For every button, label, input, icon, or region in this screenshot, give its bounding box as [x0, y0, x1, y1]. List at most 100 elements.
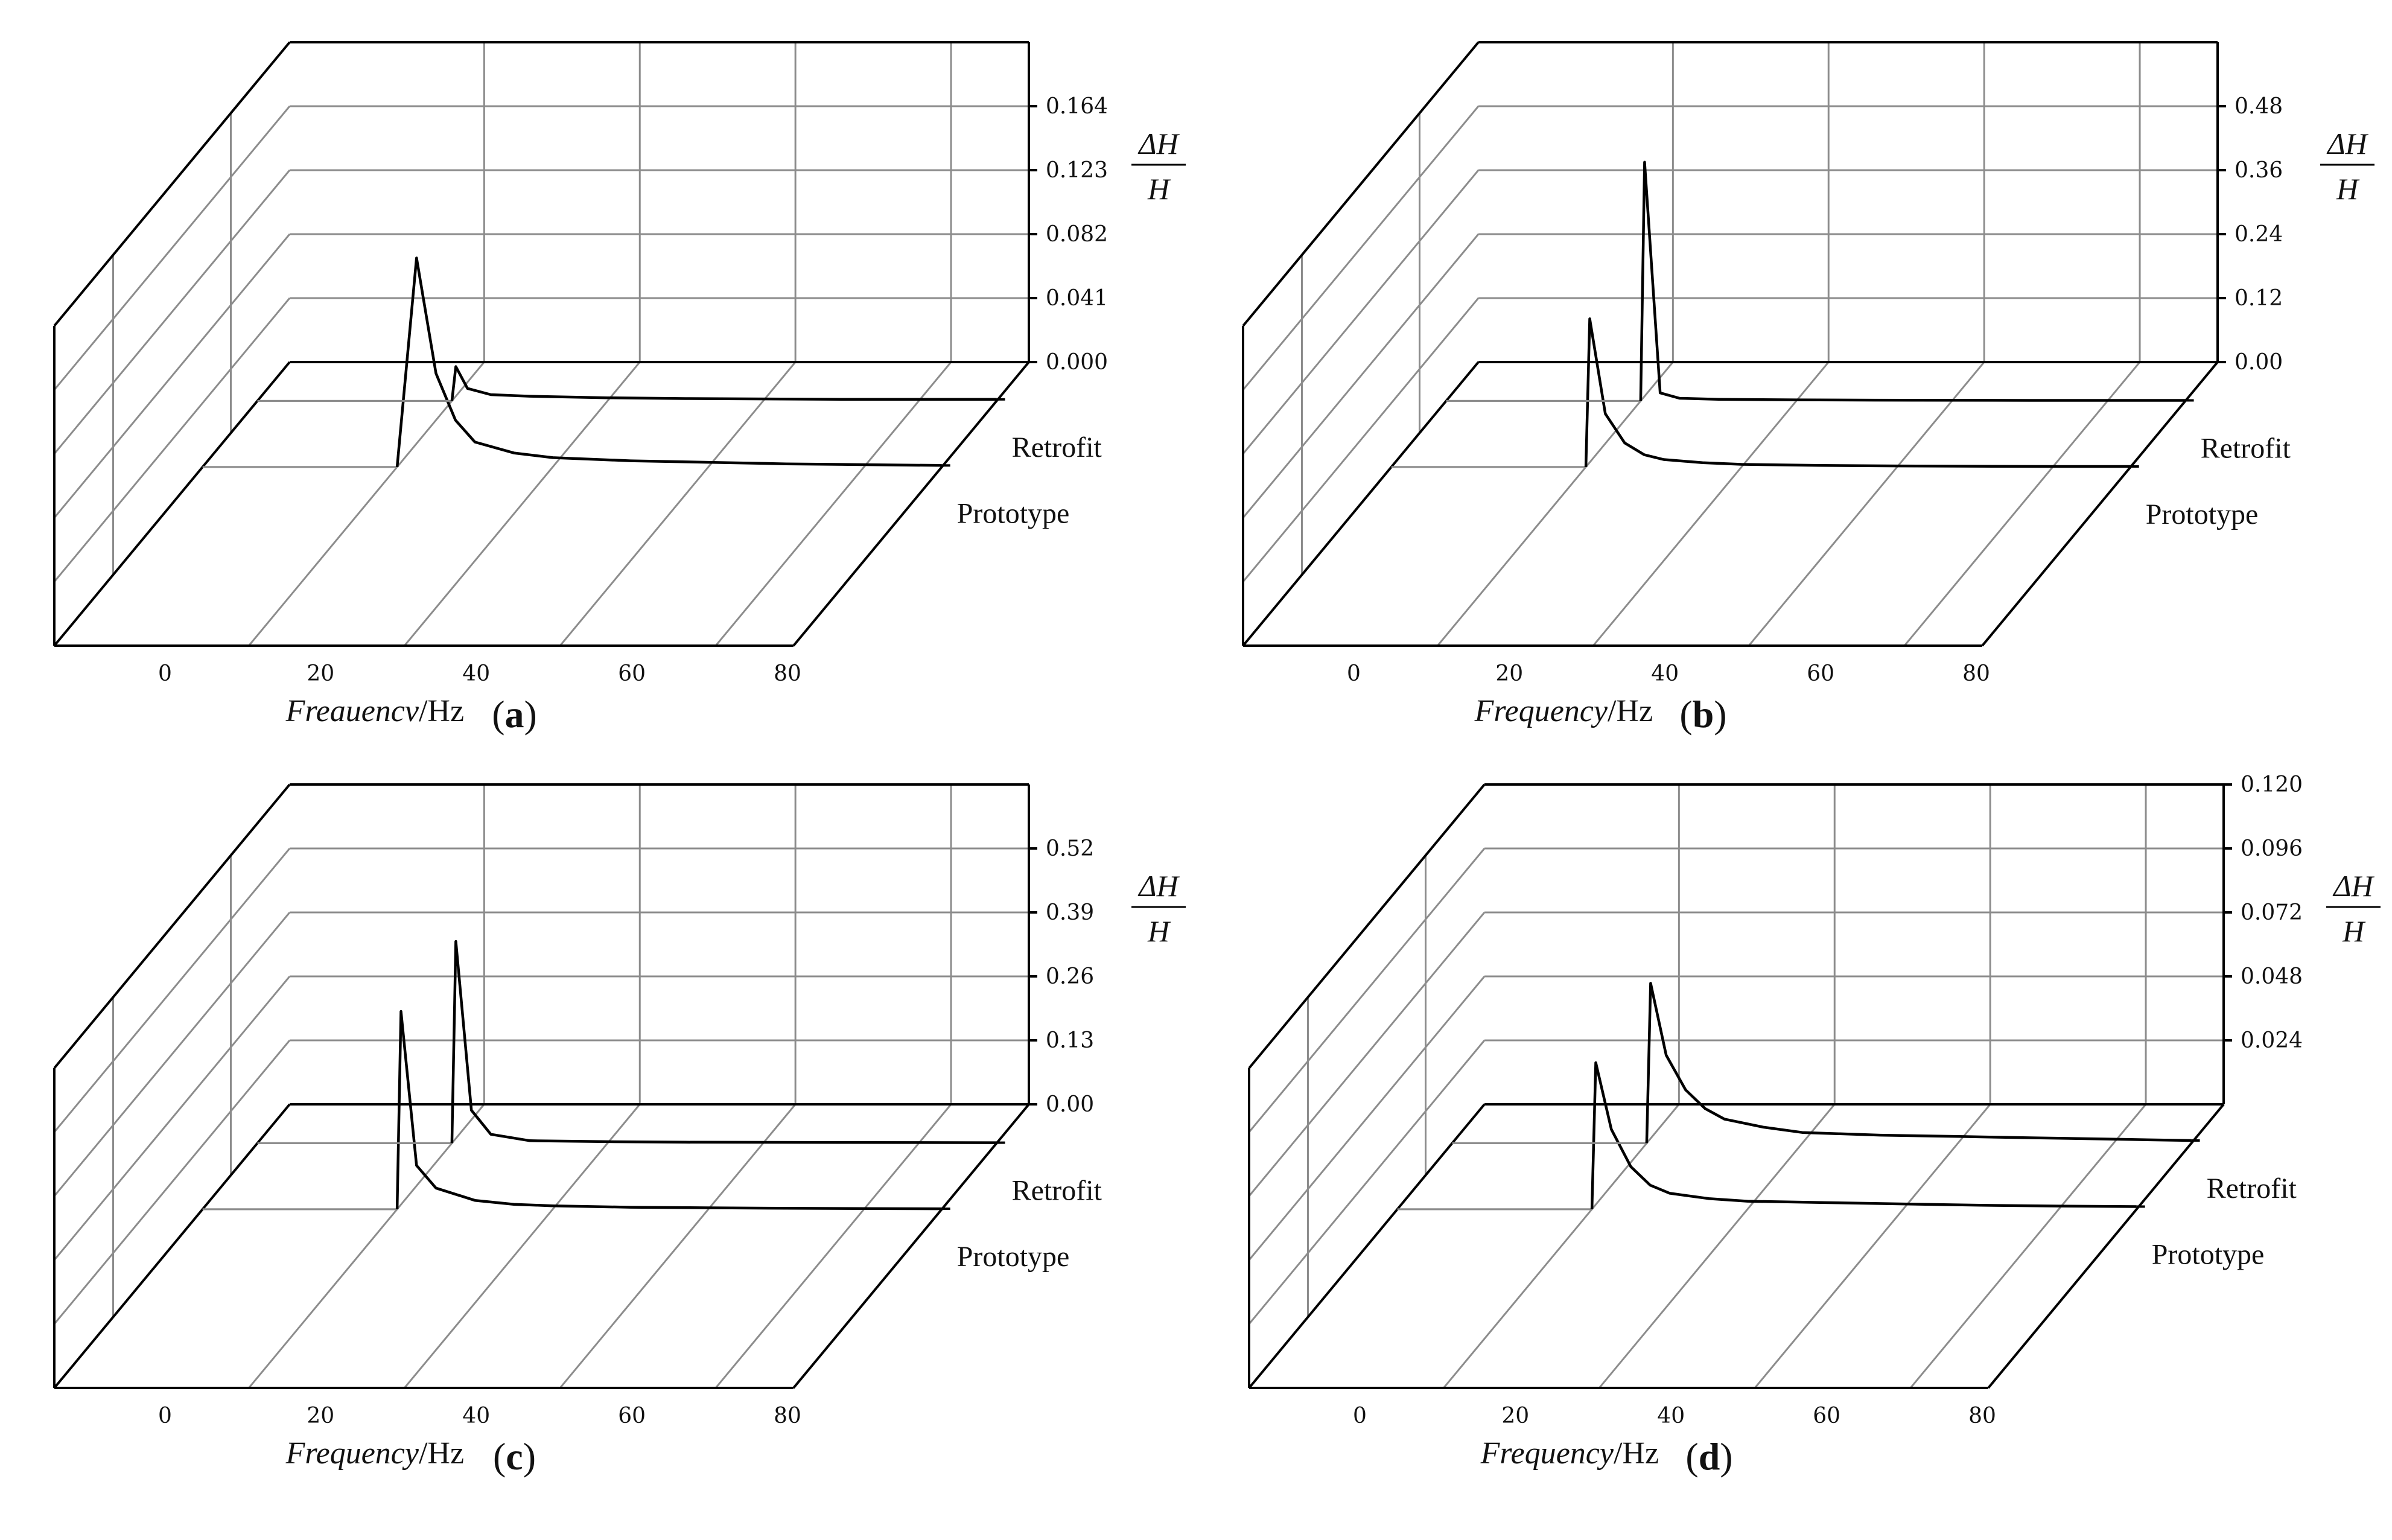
- grid: [53, 784, 1029, 1389]
- x-ticks: 0 20 40 60 80: [1347, 661, 1990, 686]
- z-tick-label: 0.164: [1046, 94, 1108, 119]
- z-tick-label: 0.13: [1046, 1028, 1094, 1053]
- x-tick-label: 40: [462, 661, 490, 686]
- y-label-numerator: ΔH: [2326, 127, 2368, 161]
- panel-b: 0.00 0.12 0.24 0.36 0.48 ΔH H 0 20 40 60 80 Frequenc…: [1242, 41, 2375, 736]
- series-line-prototype: [395, 256, 942, 468]
- floor-gridline: [248, 1104, 485, 1389]
- side-wall-gridline: [1242, 106, 1480, 390]
- x-tick-label: 80: [774, 661, 801, 686]
- series: Prototype Retrofit: [202, 940, 1102, 1273]
- z-tick-label: 0.041: [1046, 286, 1108, 311]
- floor-gridline: [1909, 1104, 2147, 1389]
- y-label-denominator: H: [1147, 172, 1171, 206]
- floor-right-edge: [792, 361, 1030, 647]
- x-label-unit: /Hz: [1608, 694, 1653, 728]
- x-tick-label: 20: [1501, 1404, 1529, 1428]
- side-wall-gridline: [53, 234, 291, 518]
- y-label-numerator: ΔH: [2332, 869, 2375, 903]
- panel-d: 0.024 0.048 0.072 0.096 0.120 ΔH H 0 20 40 60 80 Fre…: [1248, 772, 2381, 1478]
- z-ticks: 0.024 0.048 0.072 0.096 0.120: [2224, 772, 2303, 1053]
- side-wall-gridline: [53, 976, 291, 1261]
- floor-gridline: [1598, 1104, 1836, 1389]
- side-wall-gridline: [1248, 912, 1486, 1197]
- panel-caption: (b): [1679, 693, 1726, 736]
- side-wall-gridline: [1242, 170, 1480, 454]
- series-line-retrofit: [450, 365, 997, 401]
- series-line-prototype: [395, 1010, 942, 1211]
- z-tick-label: 0.120: [2241, 772, 2303, 797]
- series-label-prototype: Prototype: [2152, 1238, 2265, 1270]
- x-tick-label: 0: [1347, 661, 1361, 686]
- panel-caption: (a): [492, 693, 537, 736]
- y-axis-label: ΔH H: [2320, 127, 2375, 206]
- side-wall-gridline: [1248, 848, 1486, 1133]
- z-tick-label: 0.24: [2235, 222, 2283, 247]
- side-wall-gridline: [53, 298, 291, 582]
- x-label-name: Frequency: [285, 1436, 419, 1471]
- x-tick-label: 40: [1651, 661, 1679, 686]
- x-tick-label: 0: [1353, 1404, 1367, 1428]
- side-top-edge: [1242, 41, 1480, 327]
- side-wall-gridline: [53, 912, 291, 1197]
- x-tick-label: 20: [307, 1404, 334, 1428]
- z-tick-label: 0.00: [1046, 1092, 1094, 1117]
- z-tick-label: 0.024: [2241, 1028, 2303, 1053]
- x-tick-label: 60: [1813, 1404, 1840, 1428]
- side-bottom-edge: [1242, 361, 1480, 647]
- series-label-retrofit: Retrofit: [1012, 1175, 1102, 1207]
- floor-gridline: [404, 1104, 641, 1389]
- series-label-retrofit: Retrofit: [1012, 431, 1102, 463]
- side-wall-gridline: [1242, 298, 1480, 582]
- z-tick-label: 0.082: [1046, 222, 1108, 247]
- x-tick-label: 60: [618, 661, 646, 686]
- frame: [1242, 41, 2219, 647]
- x-tick-label: 0: [158, 661, 172, 686]
- x-label-name: Frequency: [1480, 1436, 1614, 1471]
- x-tick-label: 60: [1807, 661, 1834, 686]
- z-tick-label: 0.48: [2235, 94, 2283, 119]
- x-axis-label: Frequency/Hz: [285, 1436, 464, 1471]
- x-axis-label: Frequency/Hz: [1480, 1436, 1659, 1471]
- series-line-prototype: [1590, 1061, 2137, 1209]
- series-line-prototype: [1584, 317, 2131, 468]
- side-wall-gridline: [53, 170, 291, 454]
- side-top-edge: [53, 783, 291, 1069]
- series-line-retrofit: [1639, 161, 2186, 402]
- series-label-retrofit: Retrofit: [2201, 433, 2291, 465]
- x-label-name: Frequency: [1474, 694, 1608, 728]
- side-top-edge: [1248, 783, 1486, 1069]
- x-axis-label: Freauencv/Hz: [285, 694, 464, 728]
- x-tick-label: 20: [1495, 661, 1523, 686]
- floor-right-edge: [792, 1103, 1030, 1389]
- floor-gridline: [1903, 361, 2141, 646]
- x-ticks: 0 20 40 60 80: [158, 1404, 801, 1428]
- series-label-prototype: Prototype: [2146, 498, 2259, 530]
- y-axis-label: ΔH H: [1131, 127, 1186, 206]
- y-label-denominator: H: [2342, 914, 2366, 948]
- side-bottom-edge: [53, 361, 291, 647]
- floor-gridline: [714, 1104, 952, 1389]
- floor-gridline: [248, 361, 485, 646]
- z-tick-label: 0.00: [2235, 350, 2283, 375]
- x-tick-label: 80: [1962, 661, 1990, 686]
- frame: [53, 41, 1030, 647]
- z-tick-label: 0.123: [1046, 158, 1108, 183]
- floor-gridline: [1748, 361, 1985, 646]
- x-label-name: Freauencv: [285, 694, 419, 728]
- y-label-numerator: ΔH: [1137, 127, 1180, 161]
- x-ticks: 0 20 40 60 80: [158, 661, 801, 686]
- side-wall-gridline: [1248, 1040, 1486, 1325]
- side-bottom-edge: [1248, 1103, 1486, 1389]
- side-wall-gridline: [1248, 976, 1486, 1261]
- panel-caption: (c): [493, 1435, 536, 1478]
- floor-right-edge: [1981, 361, 2219, 647]
- x-tick-label: 80: [1968, 1404, 1996, 1428]
- side-wall-gridline: [53, 848, 291, 1133]
- y-label-denominator: H: [2336, 172, 2360, 206]
- series: Prototype Retrofit: [1391, 161, 2291, 530]
- x-tick-label: 60: [618, 1404, 646, 1428]
- series: Prototype Retrofit: [202, 256, 1102, 529]
- x-tick-label: 20: [307, 661, 334, 686]
- z-tick-label: 0.52: [1046, 836, 1094, 861]
